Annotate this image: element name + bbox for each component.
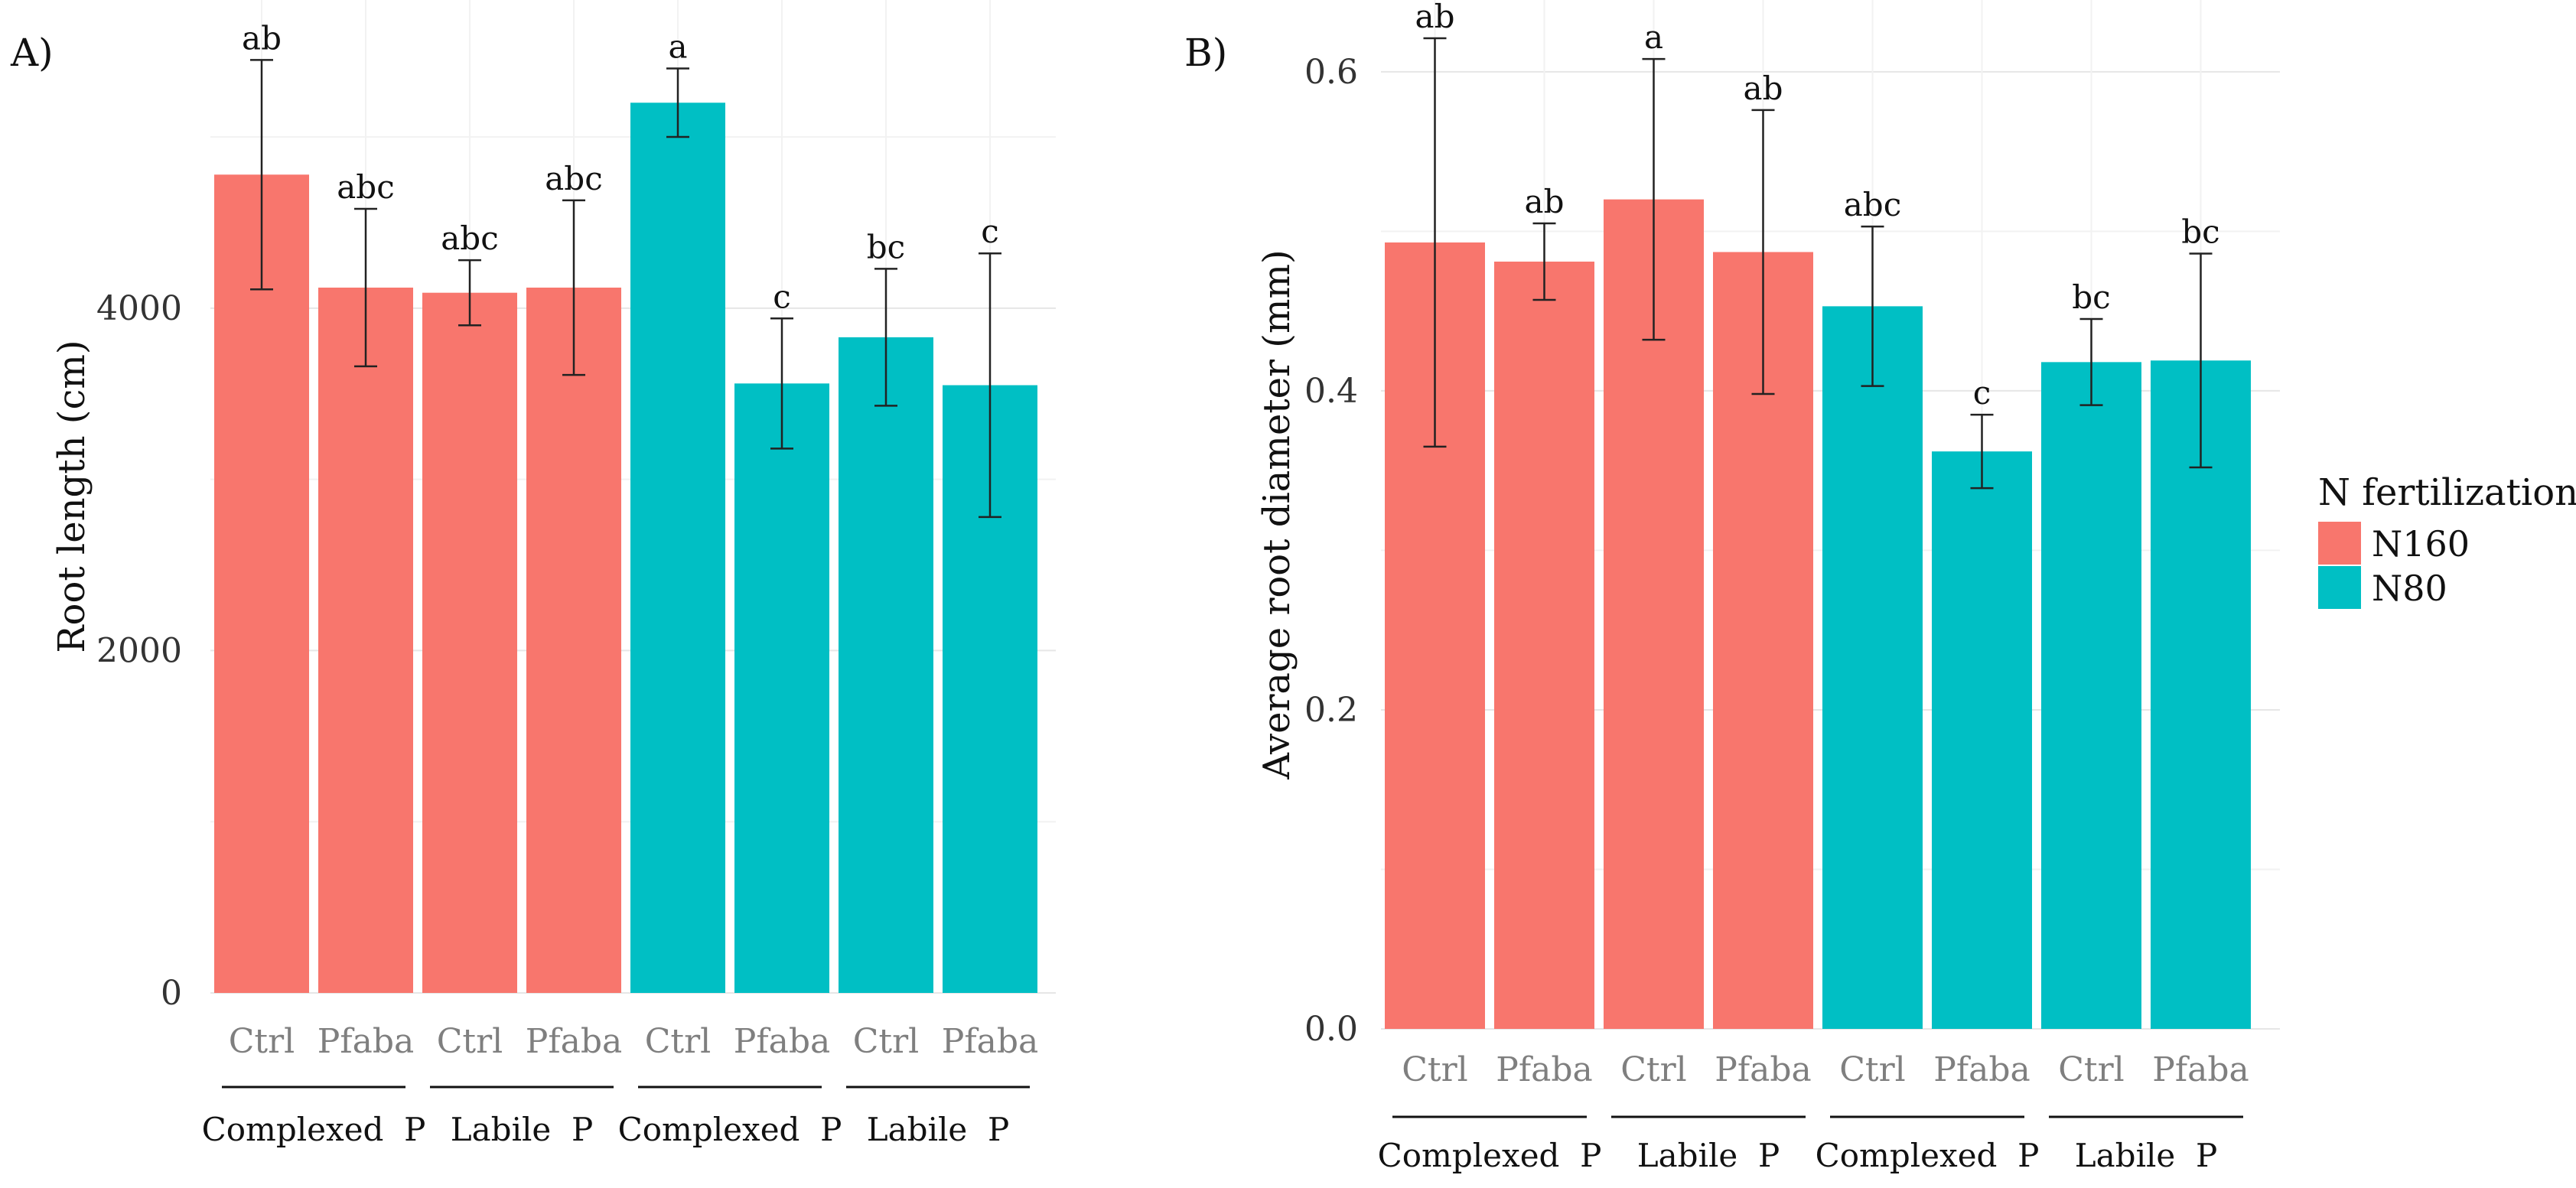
panel-label: B) [1184,31,1227,75]
legend-swatch-n160 [2318,522,2361,565]
significance-label: ab [1744,70,1783,107]
group-label: Labile P [451,1111,594,1148]
x-tick-label: Ctrl [1839,1050,1905,1089]
significance-label: a [668,28,687,66]
bar [630,103,725,993]
x-tick-label: Ctrl [1620,1050,1686,1089]
y-tick-label: 4000 [96,289,182,328]
x-tick-label: Pfaba [1496,1050,1593,1089]
y-tick-label: 2000 [96,631,182,670]
significance-label: bc [867,228,905,265]
bar [734,383,829,994]
bar [1494,261,1594,1029]
x-tick-label: Pfaba [526,1022,623,1061]
bar [2151,360,2251,1029]
significance-label: ab [1525,183,1565,220]
x-tick-label: Pfaba [318,1022,415,1061]
x-tick-label: Pfaba [2152,1050,2249,1089]
bar [1822,306,1923,1030]
significance-label: bc [2181,213,2219,251]
x-tick-label: Pfaba [1933,1050,2031,1089]
x-tick-label: Ctrl [2058,1050,2124,1089]
significance-label: c [981,213,999,250]
significance-label: abc [337,168,394,206]
x-tick-label: Ctrl [1402,1050,1467,1089]
legend-label-n80: N80 [2372,568,2447,609]
y-tick-label: 0 [161,974,182,1013]
group-label: Complexed P [202,1111,426,1148]
x-tick-label: Pfaba [734,1022,831,1061]
bar [422,292,517,993]
group-label: Complexed P [618,1111,842,1148]
significance-label: c [773,278,791,315]
x-tick-label: Ctrl [437,1022,503,1061]
significance-label: c [1973,374,1991,412]
bar [1932,451,2032,1029]
panel-label: A) [10,31,54,75]
bar [2041,362,2141,1030]
y-axis-title: Root length (cm) [50,340,93,653]
bar [526,287,621,993]
x-tick-label: Pfaba [942,1022,1039,1061]
group-label: Labile P [2075,1137,2218,1174]
significance-label: abc [1844,186,1901,223]
panel-b-root-diameter: 0.0 0.2 0.4 0.6 Average root diameter (mm) B)… [1184,0,2280,1174]
y-tick-label: 0.0 [1304,1010,1358,1049]
bar [214,174,309,994]
significance-label: abc [545,160,602,197]
legend-title: N fertilization [2318,471,2576,514]
group-label: Labile P [1637,1137,1780,1174]
x-tick-label: Pfaba [1715,1050,1812,1089]
y-axis-title: Average root diameter (mm) [1255,249,1298,780]
significance-label: bc [2072,278,2110,316]
legend-label-n160: N160 [2372,523,2470,565]
bar [839,337,933,993]
bar [318,287,413,993]
x-tick-label: Ctrl [229,1022,295,1061]
legend: N fertilization N160 N80 [2318,471,2576,609]
significance-label: ab [1415,0,1455,35]
group-label: Complexed P [1378,1137,1602,1174]
group-label: Labile P [867,1111,1010,1148]
y-tick-label: 0.2 [1304,691,1358,730]
significance-label: ab [242,19,282,57]
y-tick-label: 0.4 [1304,372,1358,411]
x-tick-label: Ctrl [645,1022,711,1061]
group-label: Complexed P [1816,1137,2040,1174]
legend-swatch-n80 [2318,566,2361,609]
significance-label: a [1644,18,1663,56]
significance-label: abc [441,220,498,257]
y-tick-label: 0.6 [1304,53,1358,92]
x-tick-label: Ctrl [853,1022,919,1061]
